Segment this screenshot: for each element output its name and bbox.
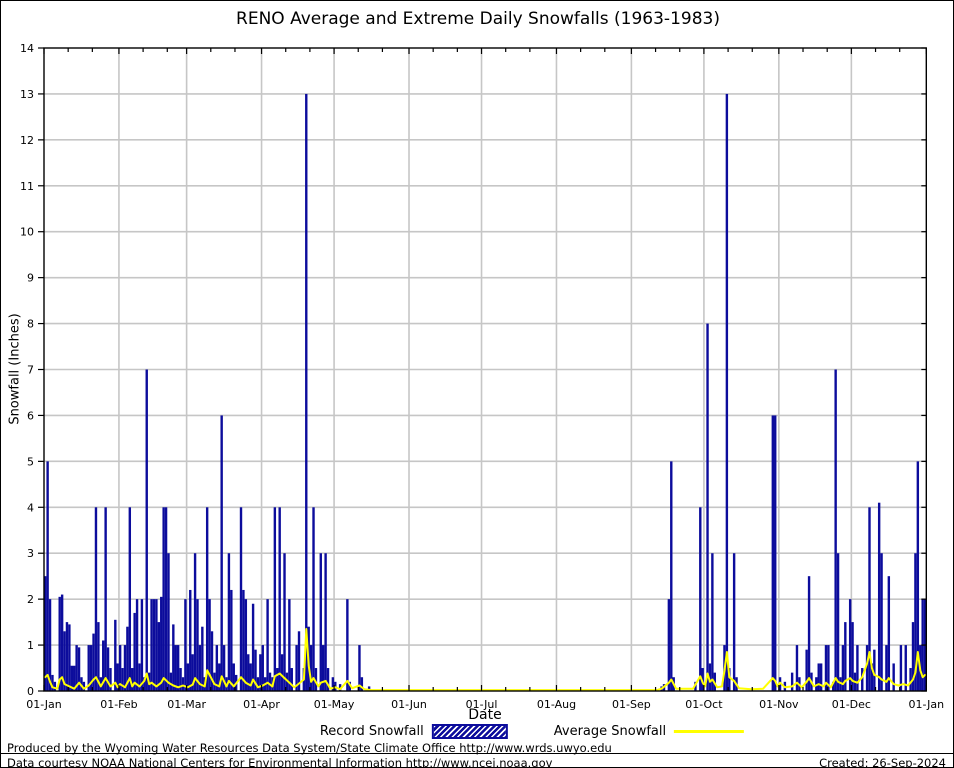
svg-text:2: 2: [27, 593, 34, 606]
svg-text:4: 4: [27, 501, 34, 514]
svg-text:01-Jul: 01-Jul: [466, 698, 498, 711]
svg-text:01-Feb: 01-Feb: [100, 698, 137, 711]
legend-average-label: Average Snowfall: [553, 723, 667, 739]
svg-text:01-Jun: 01-Jun: [391, 698, 427, 711]
svg-text:5: 5: [27, 455, 34, 468]
svg-text:8: 8: [27, 318, 34, 331]
legend: Record Snowfall Average Snowfall: [319, 723, 745, 739]
y-axis-title: Snowfall (Inches): [7, 313, 23, 425]
svg-text:01-Oct: 01-Oct: [685, 698, 723, 711]
record-swatch-icon: [431, 723, 508, 739]
svg-text:01-Apr: 01-Apr: [243, 698, 280, 711]
svg-text:1: 1: [27, 639, 34, 652]
svg-text:0: 0: [27, 685, 34, 698]
svg-text:12: 12: [20, 134, 34, 147]
svg-text:01-Mar: 01-Mar: [167, 698, 206, 711]
svg-text:01-Jan: 01-Jan: [26, 698, 62, 711]
svg-text:9: 9: [27, 272, 34, 285]
svg-text:01-Jan: 01-Jan: [909, 698, 945, 711]
svg-text:01-Nov: 01-Nov: [759, 698, 799, 711]
footer-data-courtesy: Data courtesy NOAA National Centers for …: [7, 756, 553, 768]
created-date: Created: 26-Sep-2024: [819, 756, 946, 768]
svg-text:01-Dec: 01-Dec: [832, 698, 871, 711]
footer-produced-by: Produced by the Wyoming Water Resources …: [7, 741, 612, 755]
x-axis-title: Date: [468, 707, 502, 723]
footer-divider: [1, 753, 953, 754]
svg-text:13: 13: [20, 88, 34, 101]
chart-title: RENO Average and Extreme Daily Snowfalls…: [236, 9, 720, 29]
svg-text:10: 10: [20, 226, 34, 239]
svg-text:11: 11: [20, 180, 34, 193]
average-line-icon: [674, 729, 745, 733]
legend-record-label: Record Snowfall: [319, 723, 424, 739]
svg-text:01-Aug: 01-Aug: [537, 698, 576, 711]
svg-text:6: 6: [27, 409, 34, 422]
svg-text:3: 3: [27, 547, 34, 560]
svg-text:14: 14: [20, 42, 34, 55]
svg-text:7: 7: [27, 364, 34, 377]
svg-text:01-Sep: 01-Sep: [612, 698, 651, 711]
svg-text:01-May: 01-May: [314, 698, 355, 711]
